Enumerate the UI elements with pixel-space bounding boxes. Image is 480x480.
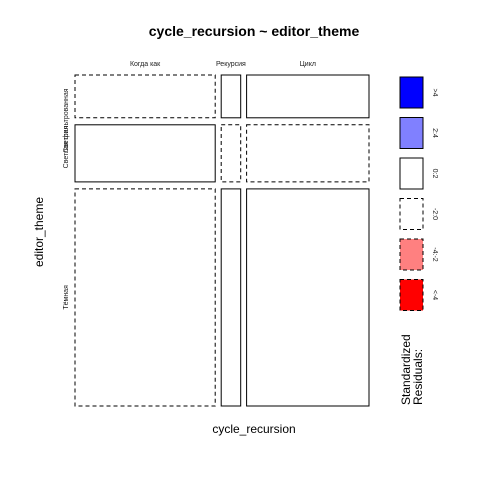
legend-swatch <box>399 279 424 311</box>
row-label: Светлая <box>63 126 70 153</box>
mosaic-tile <box>220 188 242 407</box>
row-label: Тёмная <box>63 285 70 310</box>
row-labels: Светлая фильтрованная Тёмная Светлая <box>63 88 70 309</box>
legend-swatch <box>399 76 424 109</box>
mosaic-tile <box>74 188 216 407</box>
mosaic-tile <box>74 124 216 183</box>
mosaic-tile <box>246 74 370 119</box>
mosaic-tile <box>246 124 370 183</box>
legend-swatch <box>399 157 424 190</box>
column-labels: Когда как Рекурсия Цикл <box>130 61 316 68</box>
legend-label: -2:0 <box>431 208 438 220</box>
mosaic-tile <box>246 188 370 407</box>
legend-swatch <box>399 238 424 271</box>
mosaic-tile <box>220 124 242 183</box>
legend-title: Standardized <box>399 334 413 405</box>
column-label: Когда как <box>130 61 161 68</box>
mosaic-tile <box>74 74 216 119</box>
y-axis-title: editor_theme <box>32 197 46 267</box>
legend-label: 2:4 <box>431 128 438 138</box>
residuals-legend: >4 2:4 0:2 -2:0 -4:-2 <-4 StandardizedResidual… <box>399 76 438 405</box>
column-label: Цикл <box>300 61 316 68</box>
chart-title: cycle_recursion ~ editor_theme <box>149 23 360 39</box>
row-label: Светлая фильтрованная <box>63 88 70 168</box>
column-label: Рекурсия <box>216 61 246 68</box>
legend-swatch <box>399 117 424 149</box>
legend-label: 0:2 <box>431 169 438 179</box>
mosaic-tiles <box>74 74 370 407</box>
x-axis-title: cycle_recursion <box>212 422 295 436</box>
mosaic-tile <box>220 74 242 119</box>
legend-label: >4 <box>431 89 438 97</box>
legend-label: <-4 <box>431 290 438 300</box>
legend-swatch <box>399 198 424 230</box>
legend-title: Residuals: <box>411 349 425 405</box>
legend-label: -4:-2 <box>431 247 438 262</box>
